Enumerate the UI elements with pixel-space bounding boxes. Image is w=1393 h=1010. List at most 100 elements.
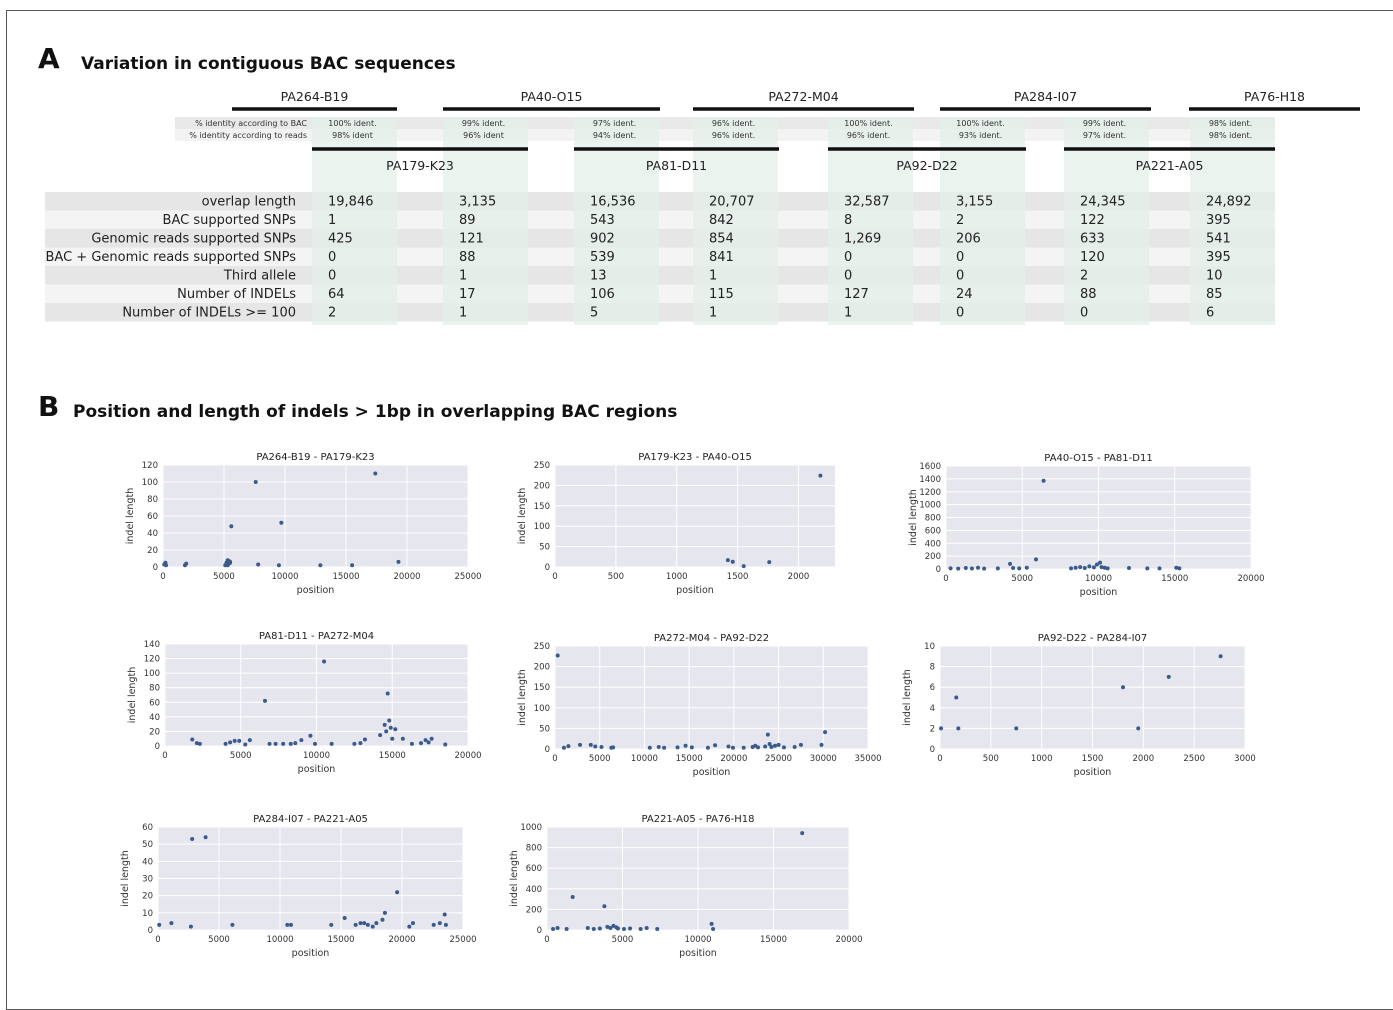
data-point [555, 653, 560, 658]
y-tick-label: 200 [534, 663, 550, 673]
cell-value: 3,155 [956, 195, 993, 210]
data-point [798, 742, 803, 747]
data-point [995, 566, 1000, 571]
x-tick-label: 5000 [213, 572, 235, 582]
data-point [410, 921, 415, 926]
data-point [1073, 565, 1078, 570]
row-label: BAC + Genomic reads supported SNPs [46, 250, 297, 265]
identity-bac-value: 96% ident. [712, 119, 755, 128]
data-point [588, 742, 593, 747]
top-bac-label: PA272-M04 [768, 89, 838, 104]
cell-value: 64 [328, 287, 345, 302]
data-point [566, 744, 571, 749]
overlap-column-band [1064, 117, 1149, 325]
data-point [350, 563, 355, 568]
data-point [1087, 564, 1092, 569]
scatter-chart: 0 5000 10000 15000 20000 0 20 40 60 80 100 120 140 PA… [127, 631, 482, 775]
overlap-column-band [693, 117, 778, 325]
cell-value: 88 [1080, 287, 1097, 302]
data-point [188, 924, 193, 929]
y-tick-label: 50 [142, 840, 153, 850]
data-point [683, 743, 688, 748]
data-point [262, 698, 267, 703]
x-tick-label: 0 [943, 574, 948, 584]
cell-value: 32,587 [844, 195, 890, 210]
panel-a-letter: A [38, 42, 60, 75]
data-point [1174, 565, 1179, 570]
x-tick-label: 0 [552, 572, 557, 582]
identity-bac-value: 100% ident. [328, 119, 376, 128]
cell-value: 1 [709, 306, 717, 321]
scatter-chart: 0 5000 10000 15000 20000 25000 0 20 40 60 80 100 120… [125, 452, 482, 596]
data-point [1157, 566, 1162, 571]
y-tick-label: 0 [545, 563, 550, 573]
data-point [605, 924, 610, 929]
data-point [285, 922, 290, 927]
data-point [1099, 565, 1104, 570]
cell-value: 0 [328, 269, 336, 284]
chart-title: PA179-K23 - PA40-O15 [638, 452, 752, 463]
x-tick-label: 15000 [676, 754, 703, 764]
data-point [709, 921, 714, 926]
data-point [247, 738, 252, 743]
x-tick-label: 20000 [835, 935, 862, 945]
y-tick-label: 250 [534, 642, 550, 652]
data-point [442, 912, 447, 917]
data-point [969, 566, 974, 571]
x-axis-label: position [298, 764, 336, 775]
data-point [225, 563, 230, 568]
x-tick-label: 20000 [1237, 574, 1264, 584]
data-point [353, 922, 358, 927]
cell-value: 115 [709, 287, 734, 302]
data-point [385, 691, 390, 696]
data-point [611, 923, 616, 928]
data-point [819, 742, 824, 747]
y-tick-label: 400 [526, 885, 542, 895]
data-point [726, 744, 731, 749]
cell-value: 2 [956, 213, 964, 228]
x-axis-label: position [693, 767, 731, 778]
data-point [443, 742, 448, 747]
identity-reads-value: 93% ident. [959, 131, 1002, 140]
data-point [358, 921, 363, 926]
y-tick-label: 20 [149, 727, 160, 737]
y-tick-label: 100 [144, 669, 160, 679]
cell-value: 0 [844, 250, 852, 265]
data-point [190, 737, 195, 742]
data-point [1008, 561, 1013, 566]
y-tick-label: 50 [539, 543, 550, 553]
top-bac-label: PA40-O15 [521, 89, 583, 104]
data-point [963, 566, 968, 571]
data-point [395, 890, 400, 895]
data-point [329, 741, 334, 746]
data-point [622, 926, 627, 931]
data-point [741, 745, 746, 750]
x-axis-label: position [1074, 767, 1112, 778]
data-point [267, 741, 272, 746]
identity-reads-value: 97% ident. [1083, 131, 1126, 140]
data-point [378, 733, 383, 738]
data-point [976, 565, 981, 570]
y-tick-label: 600 [526, 864, 542, 874]
data-point [615, 926, 620, 931]
x-tick-label: 20000 [388, 935, 415, 945]
cell-value: 106 [590, 287, 615, 302]
y-tick-label: 0 [545, 745, 550, 755]
y-tick-label: 60 [149, 698, 160, 708]
data-point [1091, 565, 1096, 570]
data-point [243, 742, 248, 747]
chart-title: PA221-A05 - PA76-H18 [641, 814, 754, 825]
identity-reads-label: % identity according to reads [189, 131, 307, 140]
data-point [388, 725, 393, 730]
x-tick-label: 500 [608, 572, 624, 582]
overlap-column-band [443, 117, 528, 325]
data-point [730, 745, 735, 750]
cell-value: 425 [328, 232, 353, 247]
y-tick-label: 6 [930, 683, 935, 693]
x-tick-label: 25000 [454, 572, 481, 582]
y-axis-label: indel length [125, 488, 136, 544]
y-tick-label: 250 [534, 461, 550, 471]
data-point [1136, 726, 1141, 731]
data-point [194, 741, 199, 746]
